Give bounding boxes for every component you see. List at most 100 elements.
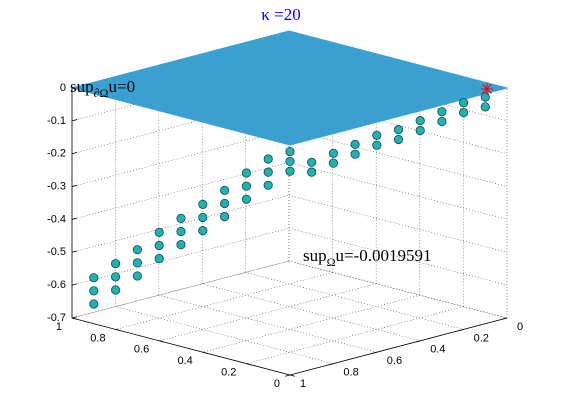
data-point (393, 125, 404, 135)
x-tick-label: 0.6 (134, 344, 149, 356)
x-tick (246, 363, 252, 366)
data-point (480, 92, 490, 102)
annotation: supΩu=-0.0019591 (303, 246, 432, 269)
z-tick (71, 152, 78, 155)
data-point (458, 98, 469, 108)
grid-line (288, 162, 508, 220)
grid-line (159, 283, 377, 342)
y-tick (458, 329, 464, 332)
data-point (241, 168, 251, 178)
z-tick-label: -0.6 (47, 279, 66, 291)
data-point (132, 258, 142, 268)
grid-line (71, 162, 290, 220)
x-tick (159, 340, 165, 343)
x-tick (71, 317, 78, 320)
data-point (328, 148, 338, 158)
data-point (198, 226, 208, 236)
data-point (176, 213, 186, 223)
y-tick (501, 317, 508, 320)
z-tick-label: -0.7 (47, 312, 66, 324)
data-point (111, 272, 121, 282)
data-point (307, 167, 317, 177)
data-point (132, 271, 142, 281)
y-tick-label: 0 (517, 321, 523, 333)
x-axis (71, 317, 291, 376)
y-tick-label: 0.2 (474, 332, 489, 344)
data-point (198, 199, 208, 209)
data-point (111, 259, 121, 269)
y-tick (415, 340, 421, 343)
z-tick (71, 119, 78, 122)
data-point (480, 102, 490, 112)
z-tick-label: -0.2 (47, 148, 66, 160)
annotation-text: sup (70, 77, 94, 96)
max-marker-stroke (482, 84, 492, 94)
data-point (372, 140, 382, 150)
x-tick (115, 329, 121, 332)
grid-line (71, 194, 290, 253)
data-point (154, 240, 164, 251)
data-point (350, 149, 360, 159)
data-point (437, 116, 447, 127)
grid-line (71, 227, 290, 286)
x-tick-label: 0.4 (178, 355, 193, 367)
grid-line (71, 260, 290, 319)
y-tick-label: 0.4 (430, 344, 445, 356)
z-tick (71, 250, 78, 253)
z-tick-label: -0.3 (47, 180, 66, 192)
y-tick (328, 363, 334, 366)
data-point (372, 130, 382, 140)
data-point (176, 240, 186, 250)
z-tick (71, 283, 78, 286)
z-tick-label: -0.1 (47, 115, 66, 127)
data-point (132, 245, 142, 255)
max-marker (481, 83, 493, 95)
z-tick (71, 217, 78, 220)
data-point (241, 194, 251, 204)
data-point (111, 285, 121, 295)
data-point (263, 154, 273, 164)
data-point (350, 139, 360, 149)
grid-line (202, 283, 421, 342)
data-point (458, 107, 469, 118)
z-tick (71, 316, 78, 319)
grid-line (246, 306, 464, 364)
z-tick-label: -0.4 (47, 213, 66, 225)
z-tick (71, 184, 78, 187)
data-point (89, 286, 99, 296)
y-tick (284, 374, 291, 377)
data-point (285, 166, 295, 176)
data-point (415, 125, 425, 136)
annotation-text: sup (303, 246, 327, 265)
data-point (307, 157, 317, 167)
x-tick-label: 1 (56, 321, 62, 333)
annotation-sub: Ω (327, 255, 336, 269)
data-point (220, 185, 230, 195)
y-tick (371, 351, 377, 354)
annotation-rest: u=0 (108, 77, 135, 96)
grid-line (71, 129, 290, 187)
grid-line (115, 272, 333, 330)
z-tick-label: -0.5 (47, 246, 66, 258)
grid-line (288, 194, 508, 253)
data-point (198, 212, 208, 223)
surface-plane (70, 30, 509, 146)
data-point (285, 146, 295, 157)
data-point (154, 227, 164, 237)
data-point (393, 134, 404, 145)
data-point (437, 107, 447, 117)
z-tick-label: 0 (60, 82, 66, 94)
x-tick-label: 0.8 (90, 332, 105, 344)
y-axis (289, 317, 508, 376)
data-point (220, 198, 230, 209)
annotation-rest: u=-0.0019591 (336, 246, 432, 265)
y-tick-label: 1 (300, 378, 306, 390)
data-point (89, 273, 99, 283)
grid-line (71, 260, 290, 319)
x-tick-label: 0.2 (221, 367, 236, 379)
grid-line (245, 272, 464, 330)
y-tick-label: 0.6 (387, 355, 402, 367)
data-point (263, 180, 273, 190)
data-point (89, 299, 99, 309)
